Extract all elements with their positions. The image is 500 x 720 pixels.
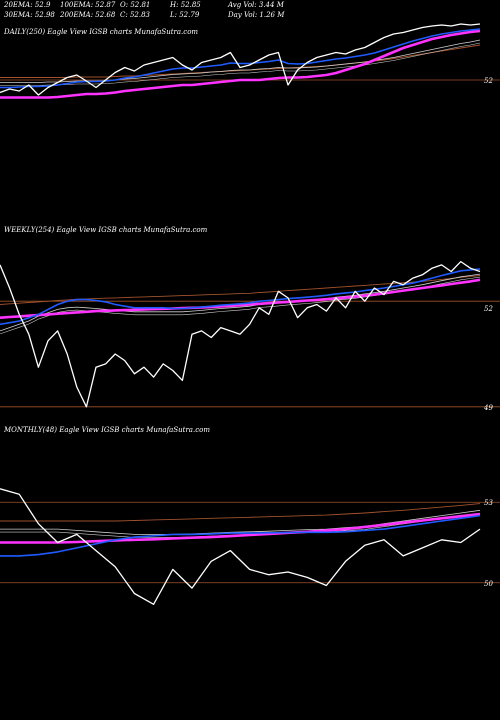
header-day-vol: Day Vol: 1.26 M [227,11,285,19]
series-price-daily [0,23,481,96]
panel-daily: DAILY(250) Eagle View IGSB charts Munafa… [0,23,500,99]
series-price-weekly [0,260,481,408]
header-100ema: 100EMA: 52.87 [60,1,116,9]
panel-title-monthly: MONTHLY(48) Eagle View IGSB charts Munaf… [3,426,210,434]
header-high: H: 52.85 [169,1,201,9]
header-30ema: 30EMA: 52.98 [4,11,55,19]
series-ema-magenta-weekly [0,278,481,319]
panel-title-daily: DAILY(250) Eagle View IGSB charts Munafa… [3,28,198,36]
panel-title-weekly: WEEKLY(254) Eagle View IGSB charts Munaf… [4,226,208,234]
header-low: L: 52.79 [169,11,200,19]
y-tick-daily-0: 52 [484,77,493,85]
series-ema-brown-monthly [0,503,481,522]
series-ema-blue-weekly [0,268,481,326]
header-20ema: 20EMA: 52.9 [3,1,51,9]
ema-header: 20EMA: 52.9 100EMA: 52.87 O: 52.81 H: 52… [3,1,285,19]
header-avg-vol: Avg Vol: 3.44 M [227,1,285,9]
series-price-monthly [0,488,481,605]
header-close: C: 52.83 [120,11,151,19]
y-tick-weekly-1: 49 [483,404,493,412]
series-ema-blue-monthly [0,514,481,557]
y-tick-weekly-0: 52 [484,305,493,313]
panel-weekly: WEEKLY(254) Eagle View IGSB charts Munaf… [0,226,500,412]
header-open: O: 52.81 [120,1,150,9]
panel-monthly: MONTHLY(48) Eagle View IGSB charts Munaf… [0,426,500,605]
series-ema-thin-white-monthly [0,509,481,535]
series-ema-thin-white-band-daily [0,42,481,86]
chart-panels: DAILY(250) Eagle View IGSB charts Munafa… [0,23,500,605]
series-ema-thin-white-weekly [0,273,481,332]
series-ema-thin-white-daily [0,39,481,83]
header-200ema: 200EMA: 52.68 [59,11,116,19]
series-ema-magenta-monthly [0,512,481,544]
series-ema-blue-daily [0,28,481,89]
series-ema-magenta-daily [0,29,481,99]
y-tick-monthly-1: 50 [484,580,493,588]
y-tick-monthly-0: 53 [484,499,493,507]
